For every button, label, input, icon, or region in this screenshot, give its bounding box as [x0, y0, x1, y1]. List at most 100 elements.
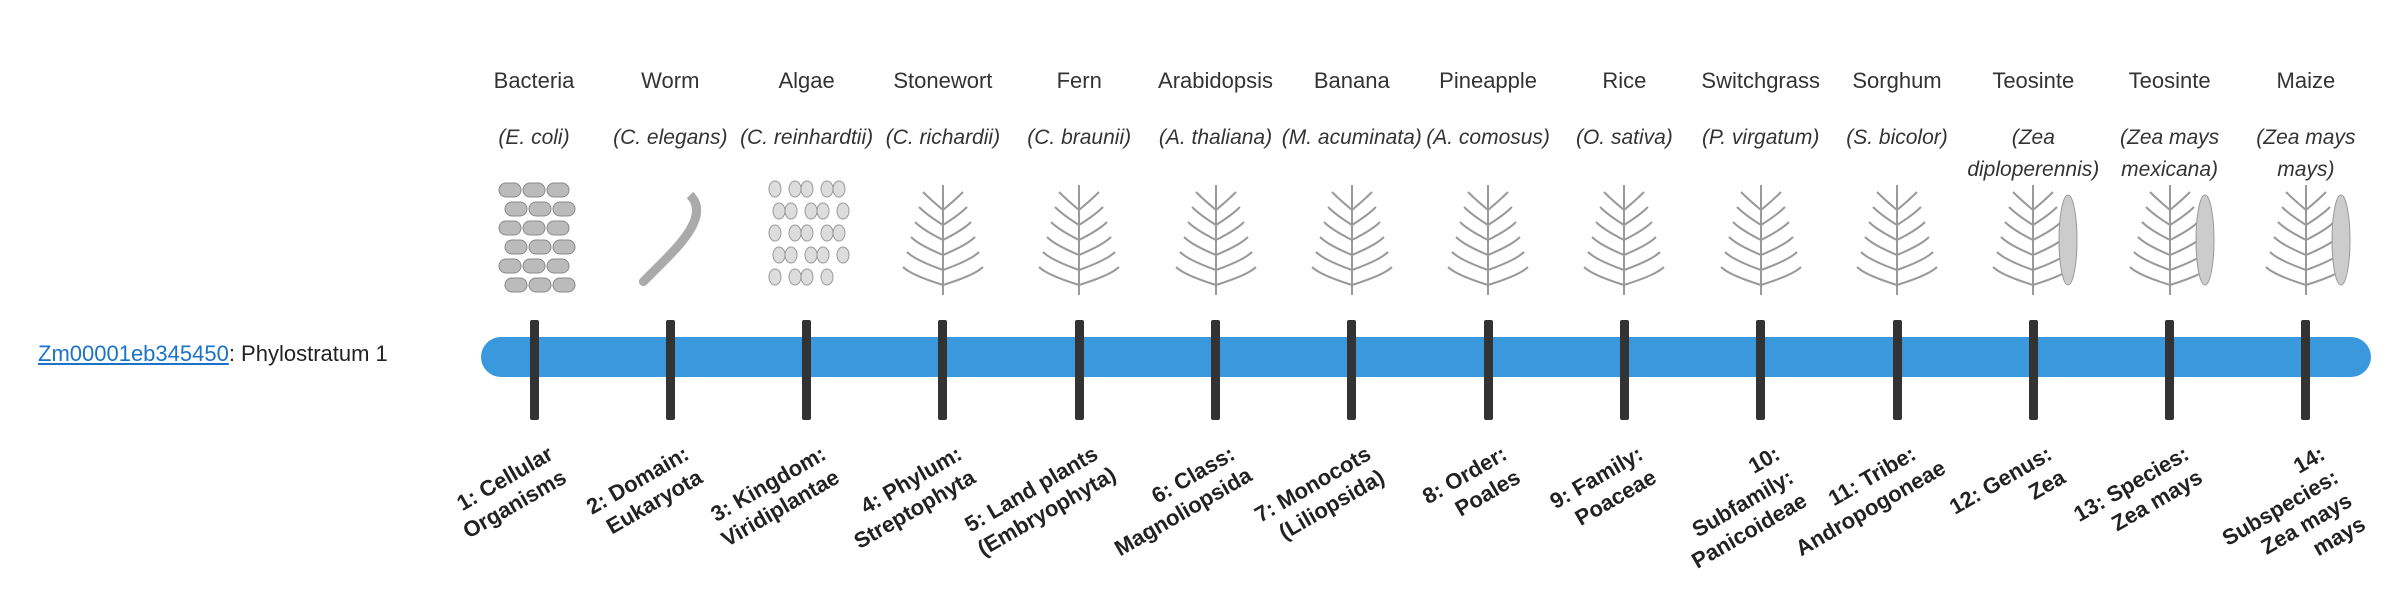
- illustration-part: [1599, 206, 1625, 226]
- illustration-part: [1487, 266, 1529, 286]
- scientific-name: (C. elegans): [613, 126, 728, 149]
- illustration-part: [1042, 251, 1080, 271]
- illustration-part: [498, 220, 522, 236]
- illustration-part: [768, 224, 782, 242]
- organism-image: [1311, 185, 1393, 295]
- illustration-part: [1719, 266, 1761, 286]
- timeline-tick: [1619, 320, 1629, 420]
- illustration-part: [1315, 251, 1353, 271]
- timeline-tick: [529, 320, 539, 420]
- organism-name: Maize: [2276, 68, 2336, 93]
- illustration-part: [1623, 221, 1654, 241]
- illustration-part: [528, 239, 552, 255]
- illustration-part: [1735, 206, 1762, 226]
- illustration-part: [2331, 194, 2351, 286]
- illustration-part: [1896, 251, 1934, 271]
- illustration-part: [1739, 191, 1762, 211]
- illustration-part: [1624, 251, 1662, 271]
- organism-image: [1174, 185, 1257, 295]
- illustration-part: [2000, 236, 2034, 256]
- illustration-part: [1038, 266, 1080, 286]
- illustration-part: [522, 220, 546, 236]
- organism-image: [1447, 185, 1529, 295]
- illustration-part: [546, 220, 570, 236]
- illustration-part: [2305, 191, 2327, 211]
- illustration-part: [836, 202, 850, 220]
- illustration-part: [1451, 251, 1489, 271]
- illustration-part: [768, 180, 782, 198]
- organism-name: Sorghum: [1852, 68, 1942, 93]
- illustration-part: [1186, 221, 1216, 241]
- illustration-part: [2012, 191, 2034, 211]
- illustration-part: [942, 206, 968, 226]
- illustration-part: [784, 202, 798, 220]
- illustration-part: [2285, 191, 2307, 211]
- illustration-part: [2144, 206, 2171, 226]
- illustration-part: [1331, 191, 1353, 211]
- illustration-part: [1583, 266, 1625, 286]
- illustration-part: [552, 201, 576, 217]
- illustration-part: [942, 236, 976, 256]
- scientific-name: (Zea mays mexicana): [2120, 126, 2220, 181]
- stratum-label: 9: Family: Poaceae: [1545, 440, 1661, 531]
- illustration-part: [942, 266, 984, 286]
- illustration-part: [504, 201, 528, 217]
- stratum-label: 7: Monocots (Liliopsida): [1250, 440, 1389, 545]
- illustration-part: [832, 224, 846, 242]
- illustration-part: [1864, 236, 1898, 256]
- illustration-part: [1455, 236, 1489, 256]
- illustration-part: [1760, 191, 1782, 211]
- illustration-part: [788, 180, 802, 198]
- illustration-part: [1078, 266, 1120, 286]
- illustration-part: [1624, 236, 1658, 256]
- illustration-part: [788, 268, 802, 286]
- scientific-name: (C. richardii): [885, 126, 1001, 149]
- illustration-part: [836, 246, 850, 264]
- illustration-part: [2273, 236, 2307, 256]
- organism-image: [2265, 185, 2351, 295]
- illustration-part: [522, 182, 546, 198]
- illustration-part: [768, 268, 782, 286]
- illustration-part: [1050, 221, 1080, 241]
- organism-name: Teosinte: [2128, 68, 2211, 93]
- illustration-part: [1992, 266, 2034, 286]
- illustration-part: [1487, 221, 1517, 241]
- illustration-part: [1078, 251, 1116, 271]
- organism-name: Worm: [641, 68, 700, 93]
- illustration-part: [906, 251, 944, 271]
- illustration-part: [1760, 206, 1786, 226]
- timeline-bar: [481, 337, 2371, 377]
- organism-image: [1038, 185, 1120, 295]
- scientific-name: (O. sativa): [1575, 126, 1673, 149]
- illustration-part: [1058, 191, 1080, 211]
- illustration-part: [1760, 221, 1790, 241]
- illustration-part: [546, 182, 570, 198]
- illustration-part: [1190, 206, 1217, 226]
- gene-link[interactable]: Zm00001eb345450: [38, 341, 229, 366]
- illustration-part: [820, 268, 834, 286]
- illustration-part: [1078, 191, 1100, 211]
- illustration-part: [1351, 206, 1377, 226]
- stratum-label: 6: Class: Magnoliopsida: [1109, 440, 1256, 561]
- stratum-label: 8: Order: Poales: [1418, 440, 1525, 522]
- illustration-part: [1727, 236, 1762, 256]
- timeline-tick: [1892, 320, 1902, 420]
- timeline-tick: [1074, 320, 1084, 420]
- timeline-tick: [2165, 320, 2175, 420]
- illustration-part: [2169, 206, 2195, 226]
- illustration-part: [804, 202, 818, 220]
- scientific-name: (M. acuminata): [1281, 126, 1422, 149]
- illustration-part: [1351, 221, 1381, 241]
- illustration-part: [1174, 266, 1216, 286]
- illustration-part: [498, 182, 522, 198]
- illustration-part: [504, 239, 528, 255]
- illustration-part: [546, 258, 570, 274]
- illustration-part: [1623, 206, 1650, 226]
- organism-name: Pineapple: [1439, 68, 1538, 93]
- illustration-part: [528, 201, 552, 217]
- stratum-label: 11: Tribe: Andropogoneae: [1791, 440, 1950, 561]
- scientific-name: (Zea mays mays): [2256, 126, 2356, 181]
- illustration-part: [2032, 191, 2055, 211]
- scientific-name: (C. braunii): [1027, 126, 1132, 149]
- stratum-label: 1: Cellular Organisms: [452, 440, 571, 544]
